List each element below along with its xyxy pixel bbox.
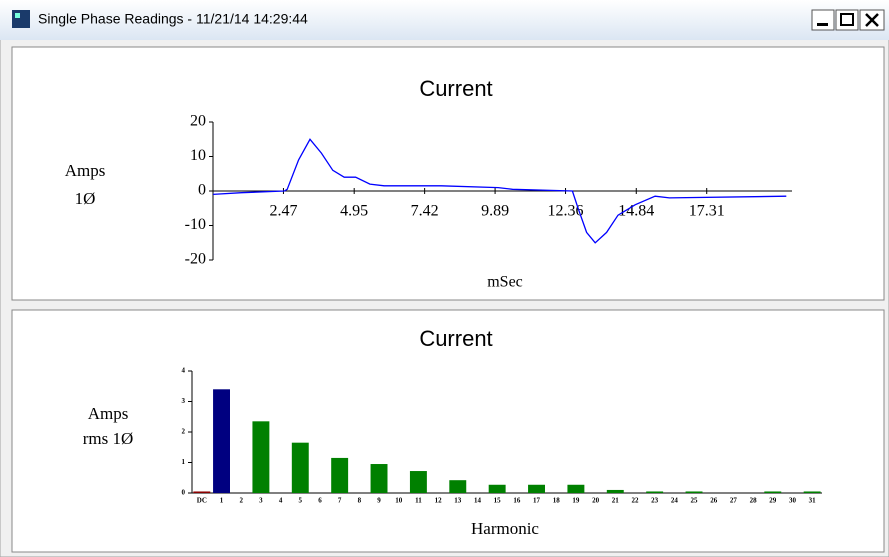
- bar: [331, 457, 349, 493]
- y-tick-label: 10: [190, 147, 206, 164]
- x-tick-label: 19: [572, 497, 580, 505]
- x-tick-label: 21: [612, 497, 620, 505]
- bar: [409, 471, 427, 493]
- max-button[interactable]: [835, 9, 859, 31]
- bar: [213, 389, 230, 493]
- x-tick-label: 20: [592, 497, 600, 505]
- x-tick-label: 27: [730, 497, 738, 505]
- app-icon: [12, 10, 30, 28]
- panel: [11, 46, 885, 301]
- x-tick-label: 25: [691, 497, 699, 505]
- close-button[interactable]: [859, 9, 885, 31]
- y-axis-label: Amps: [65, 161, 106, 180]
- x-tick-label: 31: [809, 497, 817, 505]
- x-tick-label: 26: [710, 497, 718, 505]
- x-tick-label: 12.36: [548, 203, 584, 220]
- bar: [488, 484, 506, 493]
- x-tick-label: 18: [553, 497, 561, 505]
- bar: [291, 442, 309, 493]
- x-tick-label: 17: [533, 497, 541, 505]
- bar: [193, 491, 211, 493]
- bar: [646, 491, 664, 493]
- y-tick-label: 2: [182, 428, 186, 436]
- x-tick-label: 8: [358, 497, 362, 505]
- x-tick-label: 7: [338, 497, 342, 505]
- bar: [567, 484, 585, 493]
- y-tick-label: -20: [185, 251, 206, 268]
- y-tick-label: 0: [182, 489, 186, 497]
- bar: [685, 491, 703, 493]
- x-tick-label: 28: [750, 497, 758, 505]
- x-tick-label: DC: [197, 497, 207, 505]
- x-axis-label: mSec: [487, 274, 523, 291]
- chart-title: Current: [419, 326, 492, 351]
- bar: [370, 464, 388, 493]
- y-axis-label: rms 1Ø: [83, 429, 134, 448]
- x-tick-label: 1: [220, 497, 224, 505]
- chart-title: Current: [419, 76, 492, 101]
- y-tick-label: 0: [198, 182, 206, 199]
- bar: [803, 491, 821, 493]
- x-tick-label: 24: [671, 497, 679, 505]
- x-tick-label: 14: [474, 497, 482, 505]
- x-tick-label: 2.47: [269, 203, 297, 220]
- min-button[interactable]: [811, 9, 835, 31]
- x-tick-label: 11: [415, 497, 422, 505]
- x-tick-label: 29: [769, 497, 777, 505]
- x-tick-label: 4: [279, 497, 283, 505]
- x-tick-label: 16: [513, 497, 521, 505]
- x-tick-label: 5: [299, 497, 303, 505]
- y-axis-label: 1Ø: [75, 189, 96, 208]
- x-axis-label: Harmonic: [471, 519, 539, 538]
- bar: [606, 489, 624, 493]
- bar: [528, 484, 545, 493]
- current-line: [212, 138, 787, 244]
- bar: [764, 491, 782, 493]
- y-tick-label: 3: [182, 397, 186, 405]
- y-tick-label: 20: [190, 113, 206, 130]
- x-tick-label: 17.31: [689, 203, 725, 220]
- x-tick-label: 2: [239, 497, 243, 505]
- x-tick-label: 3: [259, 497, 263, 505]
- x-tick-label: 30: [789, 497, 797, 505]
- bar: [252, 421, 270, 493]
- y-tick-label: -10: [185, 216, 206, 233]
- y-tick-label: 1: [182, 458, 186, 466]
- window-title: Single Phase Readings - 11/21/14 14:29:4…: [38, 11, 308, 27]
- x-tick-label: 9: [377, 497, 381, 505]
- x-tick-label: 15: [494, 497, 502, 505]
- x-tick-label: 9.89: [481, 203, 509, 220]
- title-bar: [0, 0, 889, 40]
- x-tick-label: 14.84: [618, 203, 654, 220]
- x-tick-label: 6: [318, 497, 322, 505]
- app-icon-detail: [15, 13, 20, 18]
- panel: [11, 309, 885, 553]
- x-tick-label: 22: [631, 497, 639, 505]
- x-tick-label: 10: [395, 497, 403, 505]
- x-tick-label: 4.95: [340, 203, 368, 220]
- y-axis-label: Amps: [88, 404, 129, 423]
- bar: [449, 480, 467, 493]
- x-tick-label: 12: [435, 497, 443, 505]
- x-tick-label: 7.42: [411, 203, 439, 220]
- x-tick-label: 13: [454, 497, 462, 505]
- y-tick-label: 4: [182, 367, 186, 375]
- x-tick-label: 23: [651, 497, 659, 505]
